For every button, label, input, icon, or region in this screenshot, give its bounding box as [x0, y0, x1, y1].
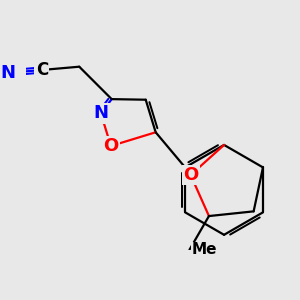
- Text: O: O: [103, 137, 118, 155]
- Text: N: N: [0, 64, 15, 82]
- Text: C: C: [36, 61, 48, 79]
- Text: Me: Me: [192, 242, 218, 257]
- Text: O: O: [183, 166, 198, 184]
- Text: N: N: [93, 104, 108, 122]
